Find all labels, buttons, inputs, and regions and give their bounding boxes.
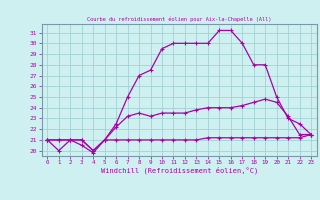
Title: Courbe du refroidissement éolien pour Aix-la-Chapelle (All): Courbe du refroidissement éolien pour Ai… [87,17,271,22]
X-axis label: Windchill (Refroidissement éolien,°C): Windchill (Refroidissement éolien,°C) [100,167,258,174]
